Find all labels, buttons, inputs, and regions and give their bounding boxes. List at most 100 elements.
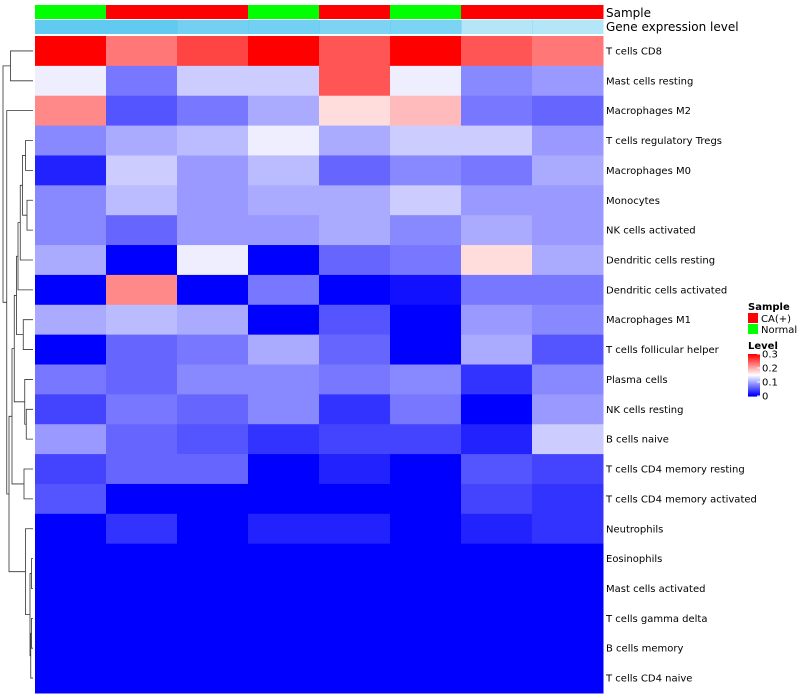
row-label: Eosinophils xyxy=(606,554,662,565)
heatmap-cell xyxy=(248,65,320,97)
heatmap-cell xyxy=(106,334,178,365)
heatmap-cell xyxy=(177,185,249,216)
heatmap-cell xyxy=(35,334,107,365)
sample-legend-swatch xyxy=(748,324,758,334)
dendrogram-branch xyxy=(23,468,33,500)
heatmap-cell xyxy=(319,543,391,575)
heatmap-cell xyxy=(177,215,249,246)
dendrogram-branch xyxy=(31,558,33,589)
heatmap-cell xyxy=(35,483,107,515)
heatmap-cell xyxy=(390,543,462,575)
heatmap-cell xyxy=(106,125,178,156)
heatmap-cell xyxy=(390,424,462,455)
heatmap-cell xyxy=(177,603,249,634)
heatmap-cell xyxy=(35,513,107,545)
heatmap-cell xyxy=(319,155,391,186)
level-gradient-step xyxy=(748,383,760,385)
level-gradient-step xyxy=(748,387,760,389)
heatmap-cell xyxy=(35,95,107,127)
heatmap-cell xyxy=(319,185,391,216)
heatmap-cell xyxy=(319,245,391,276)
heatmap-cell xyxy=(532,633,604,664)
level-gradient-step xyxy=(748,356,760,358)
dendrogram-branch xyxy=(8,415,26,573)
sample-legend-label: CA(+) xyxy=(761,314,791,325)
heatmap-cell xyxy=(390,364,462,395)
heatmap-cell xyxy=(35,663,107,694)
heatmap-cell xyxy=(461,513,533,545)
heatmap-cell xyxy=(390,573,462,604)
heatmap-cell xyxy=(106,215,178,246)
heatmap-cell xyxy=(177,483,249,515)
heatmap-cell xyxy=(532,573,604,604)
heatmap-cell xyxy=(390,454,462,485)
heatmap-cell xyxy=(319,364,391,395)
sample-annotation-cell xyxy=(106,5,178,19)
heatmap-cell xyxy=(461,95,533,127)
heatmap-cell xyxy=(532,483,604,515)
heatmap-cell xyxy=(390,603,462,634)
heatmap-cell xyxy=(177,245,249,276)
heatmap-cell xyxy=(248,125,320,156)
heatmap-cell xyxy=(35,245,107,276)
heatmap-cell xyxy=(390,633,462,664)
heatmap-cell xyxy=(106,274,178,306)
sample-annotation-cell xyxy=(35,5,107,19)
heatmap-cell xyxy=(390,95,462,127)
heatmap-cell xyxy=(35,36,107,67)
heatmap-cell xyxy=(390,155,462,186)
heatmap-cell xyxy=(532,125,604,156)
level-gradient-step xyxy=(748,369,760,371)
heatmap-cell xyxy=(532,274,604,306)
heatmap-cell xyxy=(248,36,320,67)
heatmap-cell xyxy=(319,633,391,664)
heatmap-cell xyxy=(319,603,391,634)
heatmap-cell xyxy=(35,573,107,604)
dendrogram-branch xyxy=(22,155,27,216)
level-tick-label: 0.1 xyxy=(762,378,778,389)
heatmap-cell xyxy=(390,65,462,97)
level-gradient-step xyxy=(748,374,760,376)
dendrogram-branch xyxy=(22,319,33,350)
row-label: Mast cells resting xyxy=(606,76,693,87)
heatmap-cell xyxy=(319,274,391,306)
level-gradient-step xyxy=(748,364,760,366)
dendrogram-branch xyxy=(6,110,33,495)
heatmap-cell xyxy=(319,95,391,127)
sample-annotation-cell xyxy=(248,5,320,19)
heatmap-cell xyxy=(390,334,462,365)
expression-annotation-cell xyxy=(35,20,107,34)
heatmap-cell xyxy=(106,483,178,515)
heatmap-cell xyxy=(390,513,462,545)
sample-annotation-cell xyxy=(532,5,604,19)
level-gradient-step xyxy=(748,394,760,396)
heatmap-cell xyxy=(35,304,107,336)
heatmap-cell xyxy=(461,633,533,664)
heatmap-cell xyxy=(532,155,604,186)
row-labels: T cells CD8 Mast cells resting Macrophages… xyxy=(605,46,757,684)
heatmap-cell xyxy=(461,155,533,186)
row-label: Dendritic cells resting xyxy=(606,255,715,266)
heatmap-cell xyxy=(461,245,533,276)
heatmap-cell xyxy=(35,185,107,216)
heatmap-cell xyxy=(248,543,320,575)
heatmap-cell xyxy=(390,245,462,276)
heatmap-cell xyxy=(532,364,604,395)
heatmap-cell xyxy=(390,274,462,306)
row-dendrogram xyxy=(2,50,33,679)
expression-annotation-label: Gene expression level xyxy=(606,20,739,34)
row-label: Monocytes xyxy=(606,196,660,207)
heatmap-cell xyxy=(177,364,249,395)
heatmap-cell xyxy=(106,573,178,604)
level-gradient-step xyxy=(748,363,760,365)
heatmap-cell xyxy=(532,424,604,455)
row-label: Neutrophils xyxy=(606,524,663,535)
level-gradient-step xyxy=(748,395,760,397)
heatmap-cell xyxy=(532,215,604,246)
level-legend-title: Level xyxy=(748,341,778,352)
heatmap-cell xyxy=(106,513,178,545)
heatmap-cell xyxy=(35,633,107,664)
row-label: B cells naive xyxy=(606,435,669,446)
level-gradient-step xyxy=(748,355,760,357)
